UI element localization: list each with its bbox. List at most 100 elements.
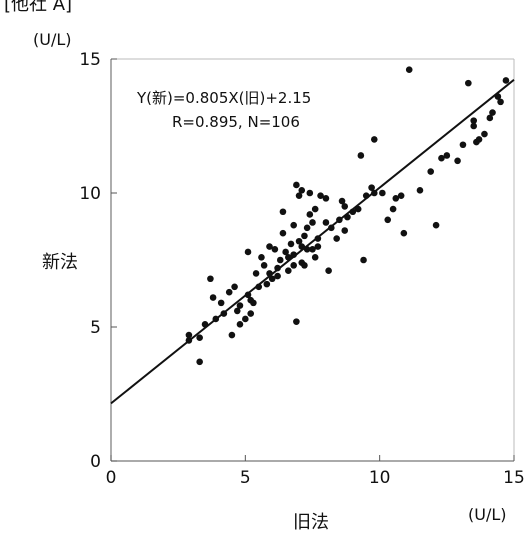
data-point <box>266 243 273 250</box>
data-point <box>379 189 386 197</box>
y-tick-label: 10 <box>79 184 101 204</box>
data-point <box>328 224 335 232</box>
x-tick-label: 10 <box>369 468 391 488</box>
data-point <box>389 205 397 213</box>
axes-layer: 0 5 10 15 0 5 10 15 <box>79 50 524 488</box>
data-point <box>333 235 340 242</box>
points-layer <box>185 66 510 366</box>
data-point <box>303 224 311 232</box>
data-point <box>266 270 273 277</box>
data-point <box>260 262 268 269</box>
data-point <box>314 235 322 242</box>
data-point <box>279 208 287 216</box>
data-point <box>368 184 375 191</box>
data-point <box>427 168 435 175</box>
data-point <box>309 245 316 253</box>
data-point <box>236 321 244 328</box>
data-point <box>489 109 496 116</box>
data-point <box>416 187 424 194</box>
regression-stats: R=0.895, N=106 <box>172 113 300 131</box>
regression-equation: Y(新)=0.805X(旧)+2.15 <box>136 89 311 107</box>
y-tick-label: 0 <box>90 452 101 472</box>
data-point <box>459 141 467 149</box>
data-point <box>290 251 297 258</box>
data-point <box>274 272 281 280</box>
data-point <box>293 318 300 325</box>
data-point <box>279 229 287 237</box>
data-point <box>225 288 233 296</box>
data-point <box>370 136 378 143</box>
data-point <box>475 136 483 143</box>
data-point <box>282 248 289 256</box>
y-axis-unit: (U/L) <box>33 30 72 49</box>
data-point <box>290 262 297 269</box>
data-point <box>242 315 249 323</box>
data-point <box>362 192 370 199</box>
data-point <box>220 310 228 317</box>
data-point <box>301 232 308 240</box>
data-point <box>309 219 316 226</box>
data-point <box>405 66 413 74</box>
data-point <box>303 245 311 253</box>
data-point <box>481 130 488 138</box>
data-point <box>360 256 367 264</box>
data-point <box>295 237 303 245</box>
data-point <box>228 331 236 339</box>
x-axis-unit: (U/L) <box>468 505 507 524</box>
data-point <box>244 291 252 299</box>
data-point <box>276 256 284 264</box>
data-point <box>306 189 314 197</box>
data-point <box>392 195 400 202</box>
data-point <box>470 122 478 130</box>
data-point <box>231 283 238 291</box>
data-point <box>209 294 217 301</box>
data-point <box>314 243 322 250</box>
data-point <box>311 254 319 261</box>
data-point <box>336 216 343 224</box>
data-point <box>196 334 203 342</box>
x-axis-title: 旧法 <box>293 512 329 533</box>
data-point <box>185 331 193 339</box>
data-point <box>438 154 445 162</box>
data-point <box>285 267 292 275</box>
data-point <box>233 307 241 315</box>
data-point <box>201 321 209 328</box>
data-point <box>494 93 502 100</box>
y-axis-title: 新法 <box>42 252 78 273</box>
x-tick-label: 5 <box>240 468 251 488</box>
data-point <box>293 181 300 189</box>
data-point <box>247 310 255 317</box>
data-point <box>290 221 297 229</box>
data-point <box>255 283 263 291</box>
data-point <box>285 254 292 261</box>
data-point <box>236 302 244 309</box>
data-point <box>443 152 451 159</box>
data-point <box>357 152 365 159</box>
data-point <box>322 219 330 226</box>
data-point <box>295 192 303 199</box>
data-point <box>341 203 349 210</box>
data-point <box>322 195 330 202</box>
data-point <box>349 208 357 216</box>
data-point <box>470 117 478 124</box>
data-point <box>263 280 271 288</box>
y-tick-label: 15 <box>79 50 101 70</box>
data-point <box>268 275 276 283</box>
data-point <box>454 157 461 165</box>
data-point <box>185 337 193 344</box>
data-point <box>258 254 265 261</box>
y-tick-label: 5 <box>90 318 101 338</box>
data-point <box>502 77 510 84</box>
data-point <box>384 216 392 224</box>
data-point <box>325 267 332 275</box>
data-point <box>341 227 349 234</box>
data-point <box>287 240 295 248</box>
header-fragment: [他社 A] <box>4 0 72 15</box>
data-point <box>486 114 494 122</box>
data-point <box>298 243 306 250</box>
regression-line <box>110 78 515 405</box>
data-point <box>400 229 408 237</box>
data-point <box>397 192 405 199</box>
